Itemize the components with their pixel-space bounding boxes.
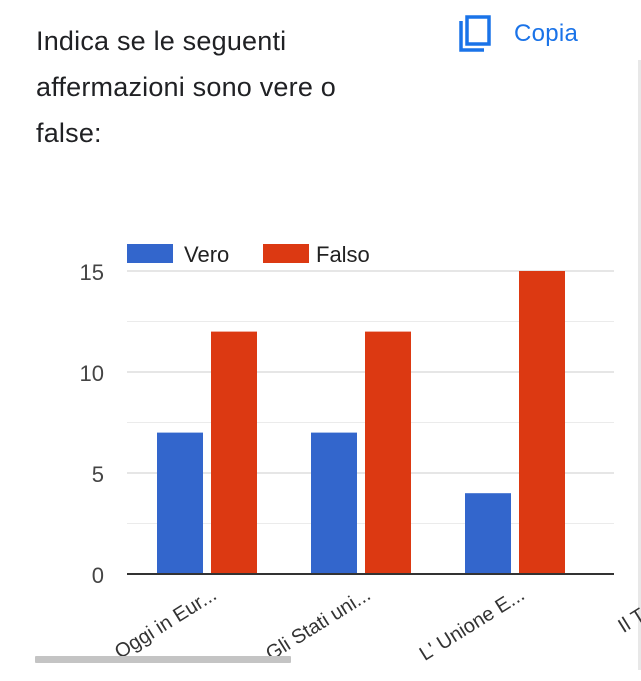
y-tick-label: 0: [92, 563, 104, 588]
y-tick-label: 15: [80, 260, 104, 285]
copy-button[interactable]: Copia: [458, 14, 578, 54]
y-tick-label: 10: [80, 361, 104, 386]
question-line-2: affermazioni sono vere o: [36, 72, 336, 102]
bar-falso: [365, 331, 411, 574]
bar-vero: [157, 432, 203, 574]
x-tick-label: Il Tratta: [614, 583, 641, 637]
question-line-1: Indica se le seguenti: [36, 26, 287, 56]
question-text: Indica se le seguenti affermazioni sono v…: [36, 18, 436, 156]
bar-vero: [465, 493, 511, 574]
horizontal-scrollbar[interactable]: [35, 656, 291, 663]
legend-swatch-vero: [127, 244, 173, 263]
bar-falso: [211, 331, 257, 574]
copy-label: Copia: [514, 20, 579, 47]
bar-falso: [519, 271, 565, 574]
legend-label-vero: Vero: [184, 242, 229, 267]
x-tick-label: L' Unione E...: [416, 584, 529, 666]
legend-label-falso: Falso: [316, 242, 370, 267]
x-tick-label: Oggi in Eur...: [111, 584, 221, 664]
y-tick-label: 5: [92, 462, 104, 487]
question-line-3: false:: [36, 118, 102, 148]
copy-icon: [459, 15, 491, 52]
bar-vero: [311, 432, 357, 574]
panel-edge: [638, 60, 641, 670]
legend-swatch-falso: [263, 244, 309, 263]
x-tick-label: Gli Stati uni...: [262, 584, 375, 666]
